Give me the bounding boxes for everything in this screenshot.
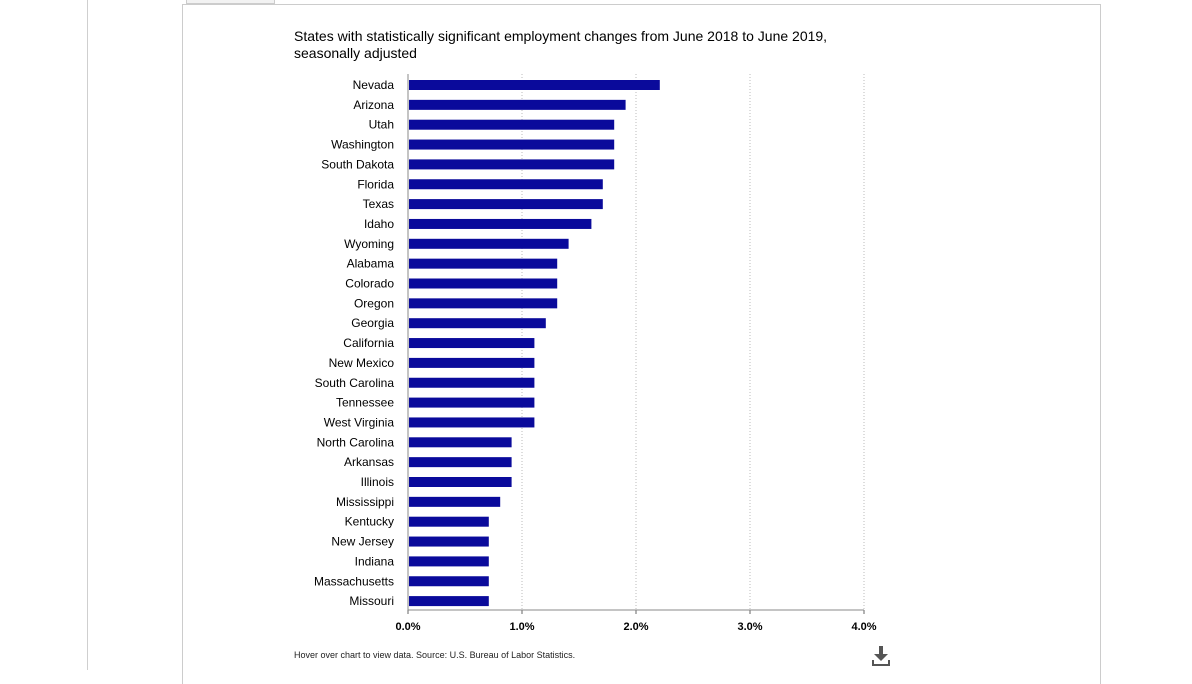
- category-label: Wyoming: [344, 237, 394, 251]
- bar[interactable]: [409, 357, 535, 368]
- category-label: Idaho: [364, 217, 394, 231]
- category-label: Massachusetts: [314, 574, 394, 588]
- category-label: Alabama: [347, 257, 395, 271]
- category-label: West Virginia: [324, 415, 395, 429]
- category-label: Mississippi: [336, 495, 394, 509]
- category-label: New Mexico: [329, 356, 395, 370]
- chart-panel: [182, 4, 1101, 684]
- chart-title: States with statistically significant em…: [294, 28, 828, 61]
- bar[interactable]: [409, 437, 512, 448]
- bar[interactable]: [409, 278, 558, 289]
- x-tick-label: 1.0%: [509, 621, 534, 633]
- category-label: Oregon: [354, 296, 394, 310]
- category-label: Texas: [363, 197, 394, 211]
- bar[interactable]: [409, 159, 615, 170]
- bar[interactable]: [409, 258, 558, 269]
- category-label: Washington: [331, 138, 394, 152]
- bar[interactable]: [409, 596, 489, 607]
- category-label: Georgia: [351, 316, 394, 330]
- tab-stub[interactable]: [186, 0, 275, 4]
- bar[interactable]: [409, 238, 569, 249]
- chart-footnote: Hover over chart to view data. Source: U…: [294, 650, 576, 660]
- category-label: Kentucky: [345, 515, 394, 529]
- category-label: Indiana: [355, 554, 395, 568]
- x-tick-label: 0.0%: [395, 621, 420, 633]
- bar[interactable]: [409, 536, 489, 547]
- category-label: Florida: [357, 177, 394, 191]
- bar[interactable]: [409, 80, 660, 90]
- x-tick-label: 3.0%: [737, 621, 762, 633]
- category-label: Colorado: [345, 277, 394, 291]
- bar[interactable]: [409, 377, 535, 388]
- bar[interactable]: [409, 119, 615, 130]
- x-tick-label: 4.0%: [851, 621, 876, 633]
- bar[interactable]: [409, 338, 535, 349]
- page-frame-border: [87, 0, 88, 670]
- bar[interactable]: [409, 516, 489, 527]
- category-label: Nevada: [353, 78, 395, 92]
- bar[interactable]: [409, 457, 512, 468]
- bar[interactable]: [409, 477, 512, 487]
- bar[interactable]: [409, 576, 489, 587]
- category-label: Missouri: [349, 594, 394, 608]
- bar[interactable]: [409, 298, 558, 309]
- bar[interactable]: [409, 139, 615, 150]
- bar[interactable]: [409, 99, 626, 110]
- category-label: North Carolina: [317, 435, 395, 449]
- bar[interactable]: [409, 397, 535, 408]
- bar-chart[interactable]: 0.0% 1.0% 2.0% 3.0% 4.0% Nevada Arizona Utah Was…: [0, 0, 1192, 670]
- bar[interactable]: [409, 496, 501, 507]
- category-label: South Carolina: [315, 376, 395, 390]
- category-label: California: [343, 336, 394, 350]
- bar[interactable]: [409, 199, 603, 210]
- bar[interactable]: [409, 179, 603, 190]
- category-label: Arizona: [353, 98, 394, 112]
- download-icon[interactable]: [871, 645, 891, 667]
- bar[interactable]: [409, 417, 535, 428]
- category-label: New Jersey: [331, 535, 394, 549]
- category-label: South Dakota: [321, 157, 394, 171]
- category-label: Tennessee: [336, 396, 394, 410]
- bar[interactable]: [409, 318, 546, 329]
- bar[interactable]: [409, 218, 592, 229]
- category-label: Arkansas: [344, 455, 394, 469]
- category-label: Illinois: [361, 475, 394, 489]
- x-tick-label: 2.0%: [623, 621, 648, 633]
- category-label: Utah: [369, 118, 394, 132]
- bar[interactable]: [409, 556, 489, 567]
